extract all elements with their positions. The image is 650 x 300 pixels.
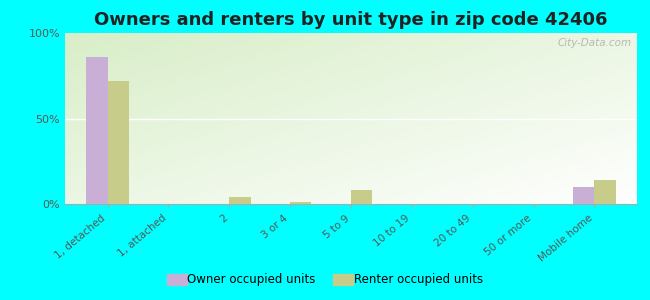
Title: Owners and renters by unit type in zip code 42406: Owners and renters by unit type in zip c…: [94, 11, 608, 29]
Bar: [108, 81, 129, 204]
Bar: [573, 187, 594, 204]
Text: City-Data.com: City-Data.com: [557, 38, 631, 48]
Bar: [229, 197, 251, 204]
Bar: [351, 190, 372, 204]
Bar: [594, 180, 616, 204]
Bar: [86, 57, 108, 204]
Legend: Owner occupied units, Renter occupied units: Owner occupied units, Renter occupied un…: [162, 269, 488, 291]
Bar: [290, 202, 311, 204]
